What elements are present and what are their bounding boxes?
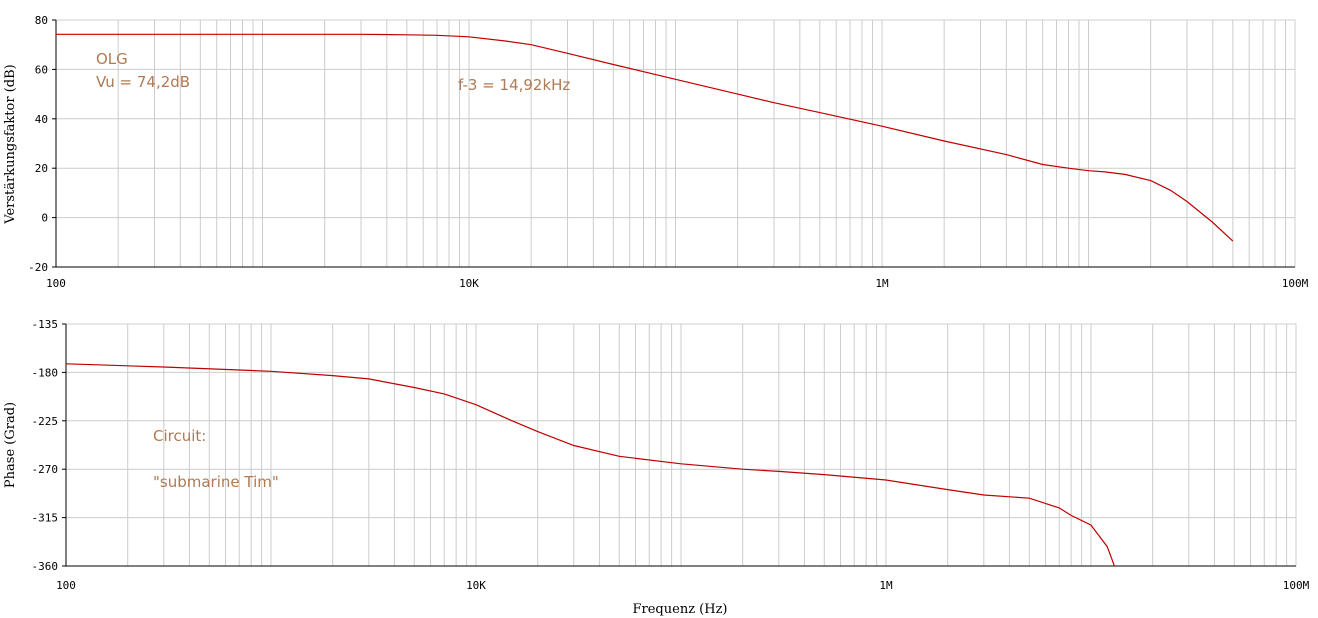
x-tick-label: 100M — [1282, 277, 1309, 290]
x-tick-label: 1M — [875, 277, 889, 290]
x-tick-label: 100 — [56, 579, 76, 592]
y-tick-label: 60 — [35, 63, 48, 76]
y-tick-label: -360 — [32, 560, 59, 573]
y-tick-label: 20 — [35, 162, 48, 175]
x-tick-label: 100 — [46, 277, 66, 290]
y-tick-label: 0 — [41, 212, 48, 225]
magnitude-y-axis-label: Verstärkungsfaktor (dB) — [3, 64, 18, 224]
y-tick-label: 40 — [35, 113, 48, 126]
annotation-circuit-name: "submarine Tim" — [153, 473, 279, 491]
annotation-olg: OLG — [96, 50, 128, 68]
y-tick-label: -270 — [32, 463, 59, 476]
annotation-gain: Vu = 74,2dB — [96, 73, 190, 91]
y-tick-label: -225 — [32, 415, 59, 428]
x-tick-label: 1M — [879, 579, 893, 592]
annotation-circuit-label: Circuit: — [153, 427, 206, 445]
x-tick-label: 10K — [459, 277, 479, 290]
y-tick-label: 80 — [35, 14, 48, 27]
frequency-x-axis-label: Frequenz (Hz) — [633, 602, 728, 617]
phase-plot: -360 -315 -270 -225 -180 -135 100 10K 1M 100M — [32, 318, 1310, 592]
x-tick-label: 10K — [466, 579, 486, 592]
series-line — [66, 363, 1115, 566]
phase-y-axis-label: Phase (Grad) — [3, 402, 18, 488]
y-tick-label: -135 — [32, 318, 59, 331]
series-line — [56, 33, 1234, 242]
magnitude-plot: -20 0 20 40 60 80 100 10K 1M 100M — [28, 14, 1308, 290]
annotation-cutoff: f-3 = 14,92kHz — [458, 76, 570, 94]
y-tick-label: -315 — [32, 512, 59, 525]
x-tick-label: 100M — [1283, 579, 1310, 592]
y-tick-label: -180 — [32, 366, 59, 379]
y-tick-label: -20 — [28, 261, 48, 274]
